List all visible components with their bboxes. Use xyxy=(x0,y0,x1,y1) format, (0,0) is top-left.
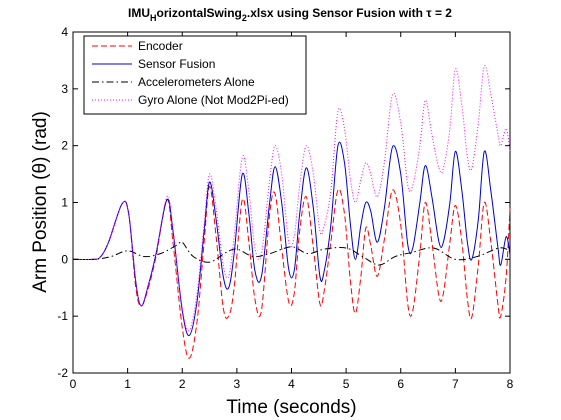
title-sub2: 2 xyxy=(242,13,247,23)
y-axis-label: Arm Position (θ) (rad) xyxy=(30,111,51,293)
y-tick-label-0: -2 xyxy=(57,366,68,380)
y-tick-label-5: 3 xyxy=(61,82,68,96)
chart-title: IMUHorizontalSwing2.xlsx using Sensor Fu… xyxy=(128,6,452,23)
x-axis-label: Time (seconds) xyxy=(226,397,356,418)
x-tick-label-8: 8 xyxy=(507,377,514,391)
legend-label-gyro: Gyro Alone (Not Mod2Pi-ed) xyxy=(138,93,289,107)
title-suffix: .xlsx using Sensor Fusion with τ = 2 xyxy=(247,6,452,20)
x-tick-label-0: 0 xyxy=(70,377,77,391)
series-layer xyxy=(72,64,511,359)
series-line-0 xyxy=(72,186,511,359)
title-sub1: H xyxy=(150,13,157,23)
legend-label-accelerometers: Accelerometers Alone xyxy=(138,75,255,89)
legend-label-encoder: Encoder xyxy=(138,39,183,53)
x-tick-label-7: 7 xyxy=(452,377,459,391)
x-tick-label-3: 3 xyxy=(234,377,241,391)
x-tick-label-5: 5 xyxy=(343,377,350,391)
legend: Encoder Sensor Fusion Accelerometers Alo… xyxy=(83,35,307,115)
title-middle: orizontalSwing xyxy=(157,6,242,20)
x-tick-label-2: 2 xyxy=(179,377,186,391)
x-tick-label-6: 6 xyxy=(397,377,404,391)
title-prefix: IMU xyxy=(128,6,150,20)
series-line-2 xyxy=(72,241,511,266)
legend-box xyxy=(83,35,307,115)
x-tick-label-1: 1 xyxy=(124,377,131,391)
y-tick-label-6: 4 xyxy=(61,25,68,39)
y-tick-label-4: 2 xyxy=(61,139,68,153)
legend-label-sensor-fusion: Sensor Fusion xyxy=(138,57,215,71)
x-tick-label-4: 4 xyxy=(288,377,295,391)
y-tick-label-1: -1 xyxy=(57,309,68,323)
y-tick-label-2: 0 xyxy=(61,252,68,266)
y-tick-label-3: 1 xyxy=(61,196,68,210)
